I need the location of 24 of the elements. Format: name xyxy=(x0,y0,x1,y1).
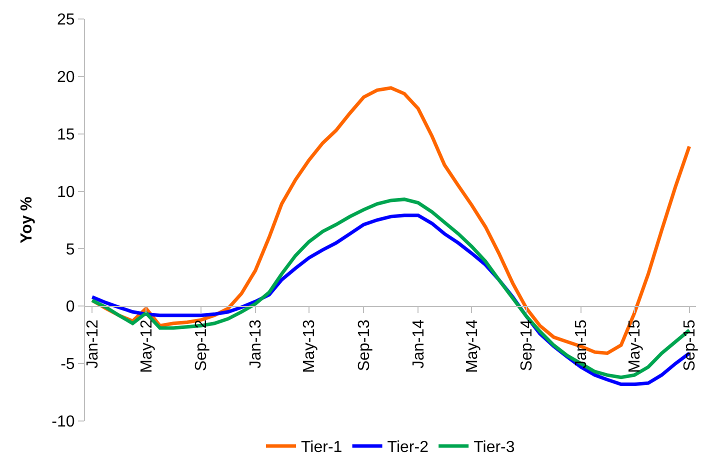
x-tick-label: Jan-12 xyxy=(84,319,102,368)
y-tick-label: 15 xyxy=(57,126,75,144)
x-tick-label: Sep-13 xyxy=(356,319,373,372)
x-tick-label: Sep-12 xyxy=(193,319,210,372)
y-tick-label: -10 xyxy=(52,414,75,431)
x-tick-label: Jan-13 xyxy=(248,319,265,368)
y-tick-label: 10 xyxy=(57,184,75,201)
x-tick-label: May-15 xyxy=(626,319,644,373)
legend-label: Tier-1 xyxy=(301,439,342,456)
y-axis-title: Yoy % xyxy=(18,196,36,244)
y-tick-label: 25 xyxy=(57,12,75,29)
x-tick-label: May-13 xyxy=(301,319,318,373)
y-tick-label: 20 xyxy=(57,69,75,86)
x-tick-label: Sep-15 xyxy=(682,319,699,372)
y-tick-label: -5 xyxy=(60,356,75,374)
x-tick-label: Jan-14 xyxy=(410,319,428,368)
x-tick-label: May-12 xyxy=(138,319,156,373)
x-tick-label: Sep-14 xyxy=(518,319,536,372)
y-tick-label: 5 xyxy=(66,241,75,258)
legend-label: Tier-3 xyxy=(474,439,515,456)
x-tick-label: Jan-15 xyxy=(573,319,590,368)
x-tick-label: May-14 xyxy=(464,319,481,373)
y-tick-label: 0 xyxy=(66,298,75,316)
legend-label: Tier-2 xyxy=(387,439,429,456)
